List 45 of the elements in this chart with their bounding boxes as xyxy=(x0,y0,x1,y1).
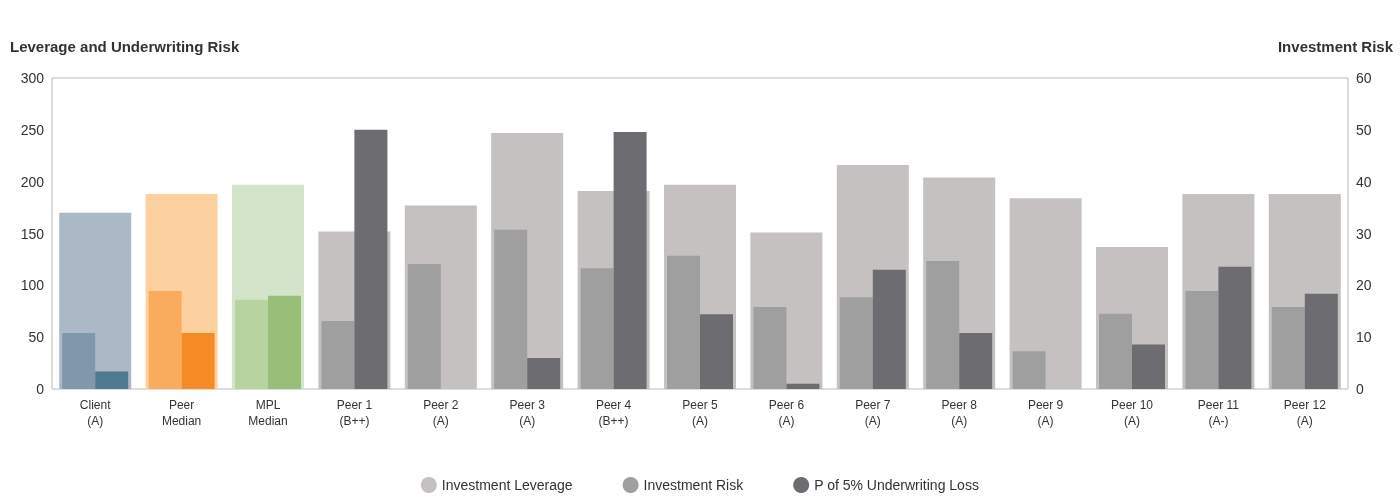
bar xyxy=(753,307,787,389)
bar xyxy=(407,264,441,389)
y-axis-title: Leverage and Underwriting Risk xyxy=(10,37,240,55)
y2-tick-label: 10 xyxy=(1356,329,1372,346)
x-tick-label: Peer 12 (A) xyxy=(1283,398,1327,428)
bar xyxy=(494,229,528,389)
legend-label: Investment Risk xyxy=(643,477,745,493)
bar xyxy=(527,357,561,389)
y-tick-label: 200 xyxy=(20,173,45,190)
y-tick-label: 150 xyxy=(20,225,45,242)
bar xyxy=(786,383,820,389)
x-tick-label: MPL Median xyxy=(248,398,288,428)
x-tick-label: Peer 7 (A) xyxy=(855,398,891,428)
x-tick-label: Peer 1 (B++) xyxy=(336,398,373,428)
x-tick-label: Peer 3 (A) xyxy=(509,398,546,428)
y-tick-label: 0 xyxy=(36,381,45,397)
bar xyxy=(62,333,96,389)
y2-tick-label: 40 xyxy=(1356,173,1372,190)
y-tick-label: 250 xyxy=(20,121,45,138)
y-tick-label: 50 xyxy=(28,329,45,346)
x-tick-label: Peer 9 (A) xyxy=(1027,398,1064,428)
x-tick-label: Peer 6 (A) xyxy=(768,398,805,428)
y-tick-label: 100 xyxy=(20,277,45,294)
x-tick-label: Client (A) xyxy=(79,398,112,428)
bar xyxy=(1012,351,1046,389)
y2-tick-label: 60 xyxy=(1356,70,1372,86)
bar xyxy=(354,129,388,389)
y2-tick-label: 0 xyxy=(1356,381,1364,397)
x-tick-label: Peer 2 (A) xyxy=(423,398,459,428)
bar xyxy=(926,260,960,389)
x-tick-label: Peer 10 (A) xyxy=(1110,398,1154,428)
x-tick-label: Peer Median xyxy=(161,398,202,428)
x-tick-label: Peer 4 (B++) xyxy=(595,398,632,428)
y2-axis-title: Investment Risk xyxy=(1277,37,1394,55)
y2-tick-label: 20 xyxy=(1356,277,1372,294)
y-tick-label: 300 xyxy=(20,70,45,86)
x-tick-label: Peer 5 (A) xyxy=(682,398,718,428)
x-tick-label: Peer 8 (A) xyxy=(941,398,978,428)
bar xyxy=(613,131,647,389)
y2-tick-label: 30 xyxy=(1356,225,1372,242)
x-tick-label: Peer 11 (A-) xyxy=(1197,398,1240,428)
bar xyxy=(321,321,355,389)
legend-label: Investment Leverage xyxy=(441,477,573,493)
legend-label: P of 5% Underwriting Loss xyxy=(814,477,979,493)
y2-tick-label: 50 xyxy=(1356,121,1372,138)
